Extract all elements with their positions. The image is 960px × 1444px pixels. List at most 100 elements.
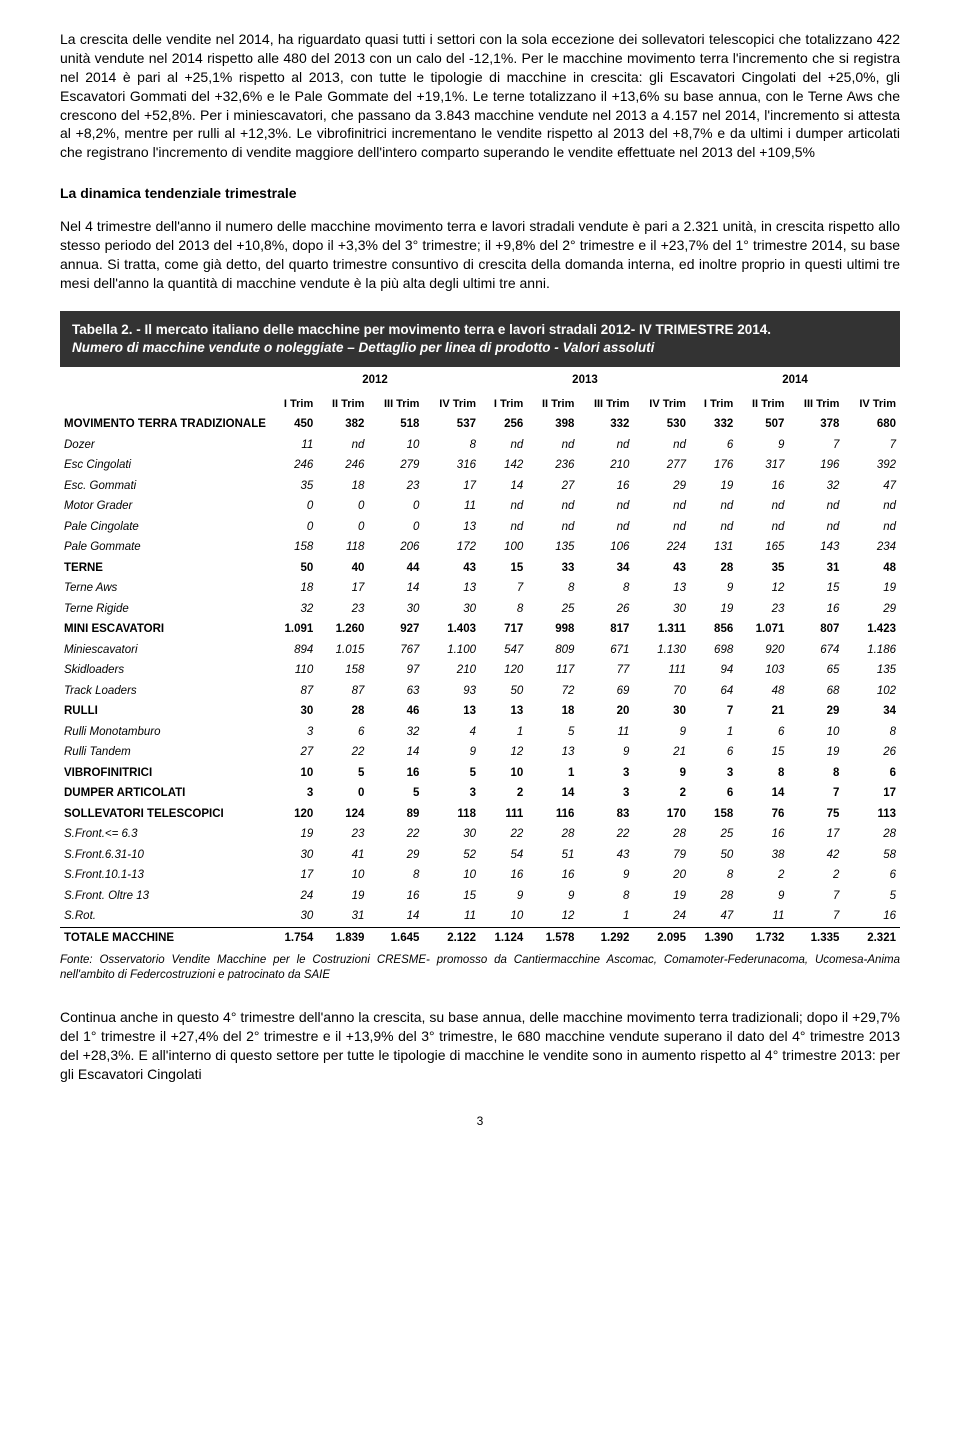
cell: 398: [527, 414, 578, 435]
cell: 277: [633, 456, 690, 477]
cell: 158: [317, 661, 368, 682]
row-label: RULLI: [60, 702, 270, 723]
cell: 34: [843, 702, 900, 723]
cell: nd: [527, 517, 578, 538]
cell: 16: [737, 825, 788, 846]
cell: 9: [527, 886, 578, 907]
cell: nd: [527, 435, 578, 456]
cell: 118: [423, 804, 480, 825]
cell: 43: [633, 558, 690, 579]
cell: 894: [270, 640, 317, 661]
cell: 79: [633, 845, 690, 866]
cell: 5: [843, 886, 900, 907]
cell: 246: [270, 456, 317, 477]
table-row: VIBROFINITRICI105165101393886: [60, 763, 900, 784]
cell: 6: [843, 763, 900, 784]
row-label: Pale Cingolate: [60, 517, 270, 538]
cell: 1.100: [423, 640, 480, 661]
cell: 31: [788, 558, 843, 579]
cell: 8: [527, 579, 578, 600]
cell: 51: [527, 845, 578, 866]
cell: 68: [788, 681, 843, 702]
cell: nd: [633, 497, 690, 518]
cell: 12: [480, 743, 527, 764]
cell: 378: [788, 414, 843, 435]
cell: 8: [578, 886, 633, 907]
cell: nd: [578, 435, 633, 456]
cell: 7: [843, 435, 900, 456]
cell: 382: [317, 414, 368, 435]
cell: 234: [843, 538, 900, 559]
cell: 31: [317, 907, 368, 928]
cell: 23: [317, 599, 368, 620]
cell: 5: [423, 763, 480, 784]
cell: 8: [788, 763, 843, 784]
cell: 6: [737, 722, 788, 743]
total-row: TOTALE MACCHINE 1.7541.8391.6452.1221.12…: [60, 928, 900, 949]
trim-header: IV Trim: [843, 395, 900, 415]
cell: nd: [527, 497, 578, 518]
cell: 47: [690, 907, 737, 928]
cell: 809: [527, 640, 578, 661]
cell: 246: [317, 456, 368, 477]
cell: 17: [317, 579, 368, 600]
cell: 158: [690, 804, 737, 825]
cell: 11: [737, 907, 788, 928]
paragraph-1: La crescita delle vendite nel 2014, ha r…: [60, 30, 900, 162]
cell: 19: [843, 579, 900, 600]
cell: 13: [423, 517, 480, 538]
cell: 1.186: [843, 640, 900, 661]
cell: 19: [690, 599, 737, 620]
cell: 0: [317, 784, 368, 805]
cell: 13: [423, 579, 480, 600]
cell: 10: [423, 866, 480, 887]
cell: 143: [788, 538, 843, 559]
cell: 20: [633, 866, 690, 887]
cell: 196: [788, 456, 843, 477]
cell: nd: [578, 517, 633, 538]
cell: 21: [737, 702, 788, 723]
cell: 23: [317, 825, 368, 846]
trim-header: I Trim: [480, 395, 527, 415]
cell: nd: [737, 517, 788, 538]
cell: 72: [527, 681, 578, 702]
cell: 52: [423, 845, 480, 866]
cell: 87: [270, 681, 317, 702]
section-heading: La dinamica tendenziale trimestrale: [60, 184, 900, 203]
cell: 22: [480, 825, 527, 846]
table-row: MOVIMENTO TERRA TRADIZIONALE450382518537…: [60, 414, 900, 435]
year-2014: 2014: [690, 367, 900, 395]
cell: 11: [423, 907, 480, 928]
cell: 9: [423, 743, 480, 764]
cell: 111: [633, 661, 690, 682]
cell: 1.071: [737, 620, 788, 641]
cell: 9: [690, 579, 737, 600]
cell: 32: [368, 722, 423, 743]
cell: 3: [578, 763, 633, 784]
cell: 279: [368, 456, 423, 477]
cell: 111: [480, 804, 527, 825]
cell: 6: [690, 784, 737, 805]
cell: 14: [480, 476, 527, 497]
cell: 131: [690, 538, 737, 559]
cell: 6: [690, 435, 737, 456]
cell: 210: [578, 456, 633, 477]
cell: 2: [737, 866, 788, 887]
row-label: S.Front.<= 6.3: [60, 825, 270, 846]
trim-header: II Trim: [737, 395, 788, 415]
cell: 50: [270, 558, 317, 579]
cell: 113: [843, 804, 900, 825]
cell: 7: [480, 579, 527, 600]
table-row: SOLLEVATORI TELESCOPICI12012489118111116…: [60, 804, 900, 825]
cell: 680: [843, 414, 900, 435]
cell: 120: [270, 804, 317, 825]
row-label: Track Loaders: [60, 681, 270, 702]
cell: 69: [578, 681, 633, 702]
cell: 20: [578, 702, 633, 723]
cell: 717: [480, 620, 527, 641]
cell: 3: [578, 784, 633, 805]
cell: 28: [633, 825, 690, 846]
cell: 6: [843, 866, 900, 887]
table-row: S.Front.10.1-13171081016169208226: [60, 866, 900, 887]
cell: 14: [737, 784, 788, 805]
